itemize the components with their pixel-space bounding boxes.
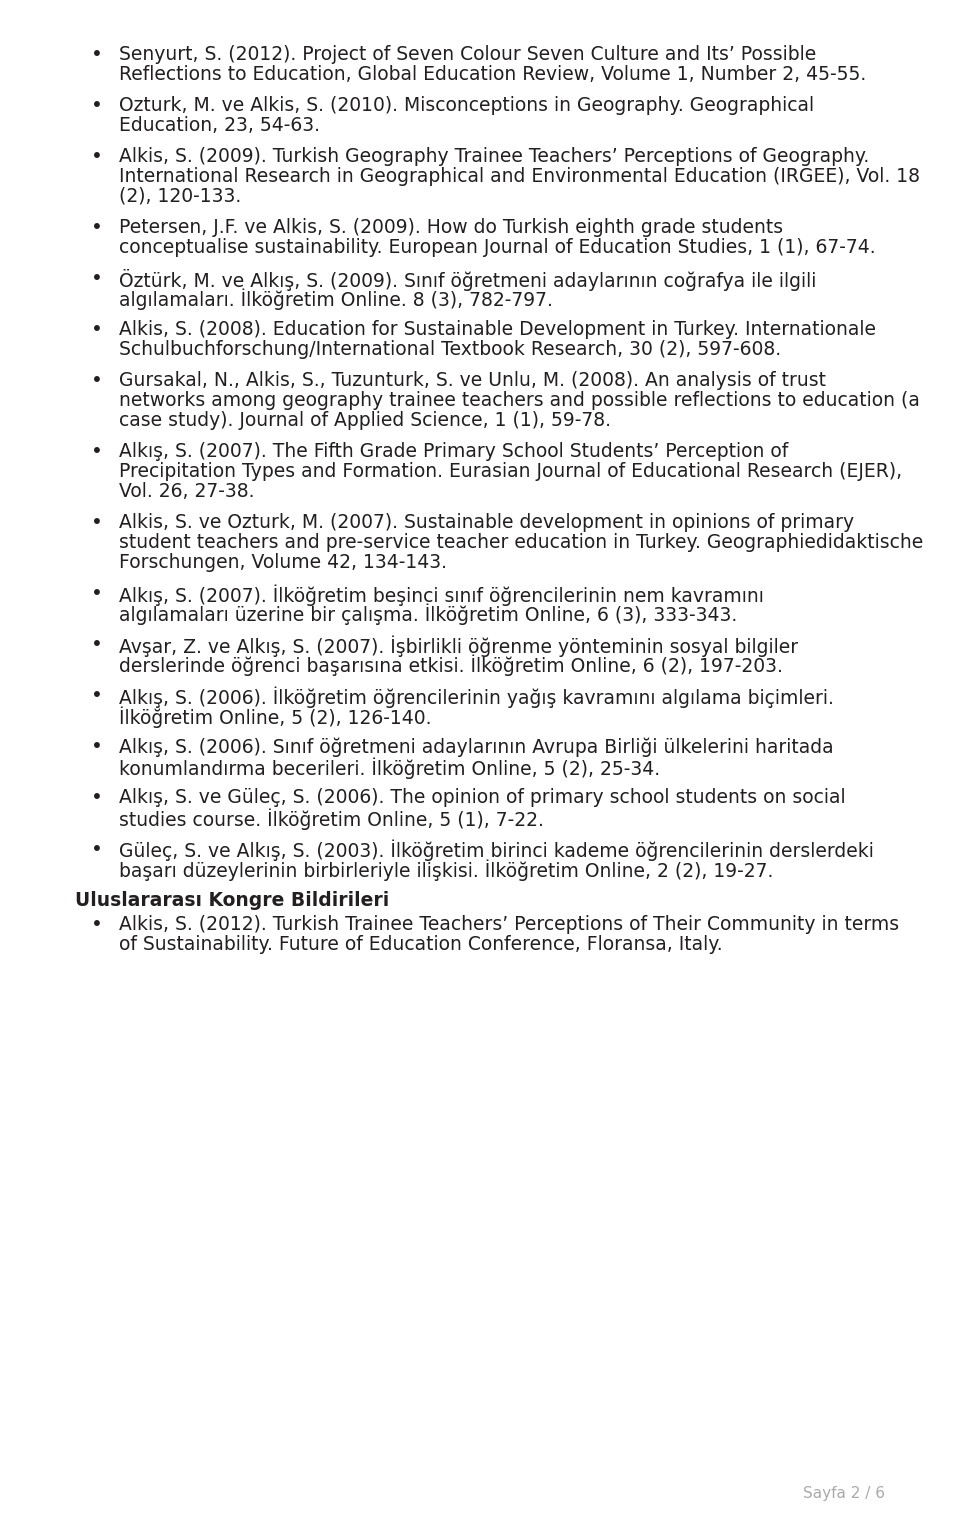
Text: Alkış, S. (2007). İlköğretim beşinci sınıf öğrencilerinin nem kavramını: Alkış, S. (2007). İlköğretim beşinci sın… xyxy=(119,585,764,606)
Text: •: • xyxy=(91,46,103,64)
Text: student teachers and pre-service teacher education in Turkey. Geographiedidaktis: student teachers and pre-service teacher… xyxy=(119,533,924,551)
Text: •: • xyxy=(91,914,103,934)
Text: (2), 120-133.: (2), 120-133. xyxy=(119,187,241,205)
Text: Alkis, S. ve Ozturk, M. (2007). Sustainable development in opinions of primary: Alkis, S. ve Ozturk, M. (2007). Sustaina… xyxy=(119,513,854,532)
Text: İlköğretim Online, 5 (2), 126-140.: İlköğretim Online, 5 (2), 126-140. xyxy=(119,706,431,728)
Text: conceptualise sustainability. European Journal of Education Studies, 1 (1), 67-7: conceptualise sustainability. European J… xyxy=(119,238,876,257)
Text: •: • xyxy=(91,96,103,115)
Text: •: • xyxy=(91,737,103,756)
Text: •: • xyxy=(91,219,103,237)
Text: •: • xyxy=(91,840,103,858)
Text: Güleç, S. ve Alkış, S. (2003). İlköğretim birinci kademe öğrencilerinin derslerd: Güleç, S. ve Alkış, S. (2003). İlköğreti… xyxy=(119,840,874,861)
Text: •: • xyxy=(91,635,103,655)
Text: algılamaları üzerine bir çalışma. İlköğretim Online, 6 (3), 333-343.: algılamaları üzerine bir çalışma. İlköğr… xyxy=(119,605,737,626)
Text: International Research in Geographical and Environmental Education (IRGEE), Vol.: International Research in Geographical a… xyxy=(119,167,920,185)
Text: Reflections to Education, Global Education Review, Volume 1, Number 2, 45-55.: Reflections to Education, Global Educati… xyxy=(119,65,866,84)
Text: •: • xyxy=(91,147,103,166)
Text: Education, 23, 54-63.: Education, 23, 54-63. xyxy=(119,115,320,135)
Text: Öztürk, M. ve Alkış, S. (2009). Sınıf öğretmeni adaylarının coğrafya ile ilgili: Öztürk, M. ve Alkış, S. (2009). Sınıf öğ… xyxy=(119,269,816,292)
Text: •: • xyxy=(91,788,103,808)
Text: •: • xyxy=(91,513,103,532)
Text: of Sustainability. Future of Education Conference, Floransa, Italy.: of Sustainability. Future of Education C… xyxy=(119,934,723,954)
Text: başarı düzeylerinin birbirleriyle ilişkisi. İlköğretim Online, 2 (2), 19-27.: başarı düzeylerinin birbirleriyle ilişki… xyxy=(119,860,774,881)
Text: derslerinde öğrenci başarısına etkisi. İlköğretim Online, 6 (2), 197-203.: derslerinde öğrenci başarısına etkisi. İ… xyxy=(119,655,782,676)
Text: •: • xyxy=(91,372,103,390)
Text: Alkis, S. (2012). Turkish Trainee Teachers’ Perceptions of Their Community in te: Alkis, S. (2012). Turkish Trainee Teache… xyxy=(119,914,900,934)
Text: Avşar, Z. ve Alkış, S. (2007). İşbirlikli öğrenme yönteminin sosyal bilgiler: Avşar, Z. ve Alkış, S. (2007). İşbirlikl… xyxy=(119,635,798,656)
Text: Sayfa 2 / 6: Sayfa 2 / 6 xyxy=(803,1486,885,1501)
Text: Alkis, S. (2008). Education for Sustainable Development in Turkey. International: Alkis, S. (2008). Education for Sustaina… xyxy=(119,321,876,339)
Text: case study). Journal of Applied Science, 1 (1), 59-78.: case study). Journal of Applied Science,… xyxy=(119,412,611,430)
Text: Forschungen, Volume 42, 134-143.: Forschungen, Volume 42, 134-143. xyxy=(119,553,447,571)
Text: •: • xyxy=(91,687,103,705)
Text: Gursakal, N., Alkis, S., Tuzunturk, S. ve Unlu, M. (2008). An analysis of trust: Gursakal, N., Alkis, S., Tuzunturk, S. v… xyxy=(119,372,826,390)
Text: •: • xyxy=(91,442,103,462)
Text: networks among geography trainee teachers and possible reflections to education : networks among geography trainee teacher… xyxy=(119,392,920,410)
Text: Uluslararası Kongre Bildirileri: Uluslararası Kongre Bildirileri xyxy=(75,890,389,910)
Text: Ozturk, M. ve Alkis, S. (2010). Misconceptions in Geography. Geographical: Ozturk, M. ve Alkis, S. (2010). Misconce… xyxy=(119,96,814,115)
Text: konumlandırma becerileri. İlköğretim Online, 5 (2), 25-34.: konumlandırma becerileri. İlköğretim Onl… xyxy=(119,756,660,779)
Text: Alkış, S. ve Güleç, S. (2006). The opinion of primary school students on social: Alkış, S. ve Güleç, S. (2006). The opini… xyxy=(119,788,846,808)
Text: •: • xyxy=(91,321,103,339)
Text: algılamaları. İlköğretim Online. 8 (3), 782-797.: algılamaları. İlköğretim Online. 8 (3), … xyxy=(119,289,553,310)
Text: Alkis, S. (2009). Turkish Geography Trainee Teachers’ Perceptions of Geography.: Alkis, S. (2009). Turkish Geography Trai… xyxy=(119,147,869,166)
Text: Alkış, S. (2006). İlköğretim öğrencilerinin yağış kavramını algılama biçimleri.: Alkış, S. (2006). İlköğretim öğrencileri… xyxy=(119,687,834,708)
Text: •: • xyxy=(91,269,103,289)
Text: studies course. İlköğretim Online, 5 (1), 7-22.: studies course. İlköğretim Online, 5 (1)… xyxy=(119,808,544,829)
Text: Precipitation Types and Formation. Eurasian Journal of Educational Research (EJE: Precipitation Types and Formation. Euras… xyxy=(119,462,902,482)
Text: Alkış, S. (2007). The Fifth Grade Primary School Students’ Perception of: Alkış, S. (2007). The Fifth Grade Primar… xyxy=(119,442,788,462)
Text: Alkış, S. (2006). Sınıf öğretmeni adaylarının Avrupa Birliği ülkelerini haritada: Alkış, S. (2006). Sınıf öğretmeni adayla… xyxy=(119,737,833,756)
Text: •: • xyxy=(91,585,103,603)
Text: Vol. 26, 27-38.: Vol. 26, 27-38. xyxy=(119,482,254,501)
Text: Senyurt, S. (2012). Project of Seven Colour Seven Culture and Its’ Possible: Senyurt, S. (2012). Project of Seven Col… xyxy=(119,46,816,64)
Text: Petersen, J.F. ve Alkis, S. (2009). How do Turkish eighth grade students: Petersen, J.F. ve Alkis, S. (2009). How … xyxy=(119,219,783,237)
Text: Schulbuchforschung/International Textbook Research, 30 (2), 597-608.: Schulbuchforschung/International Textboo… xyxy=(119,340,781,358)
